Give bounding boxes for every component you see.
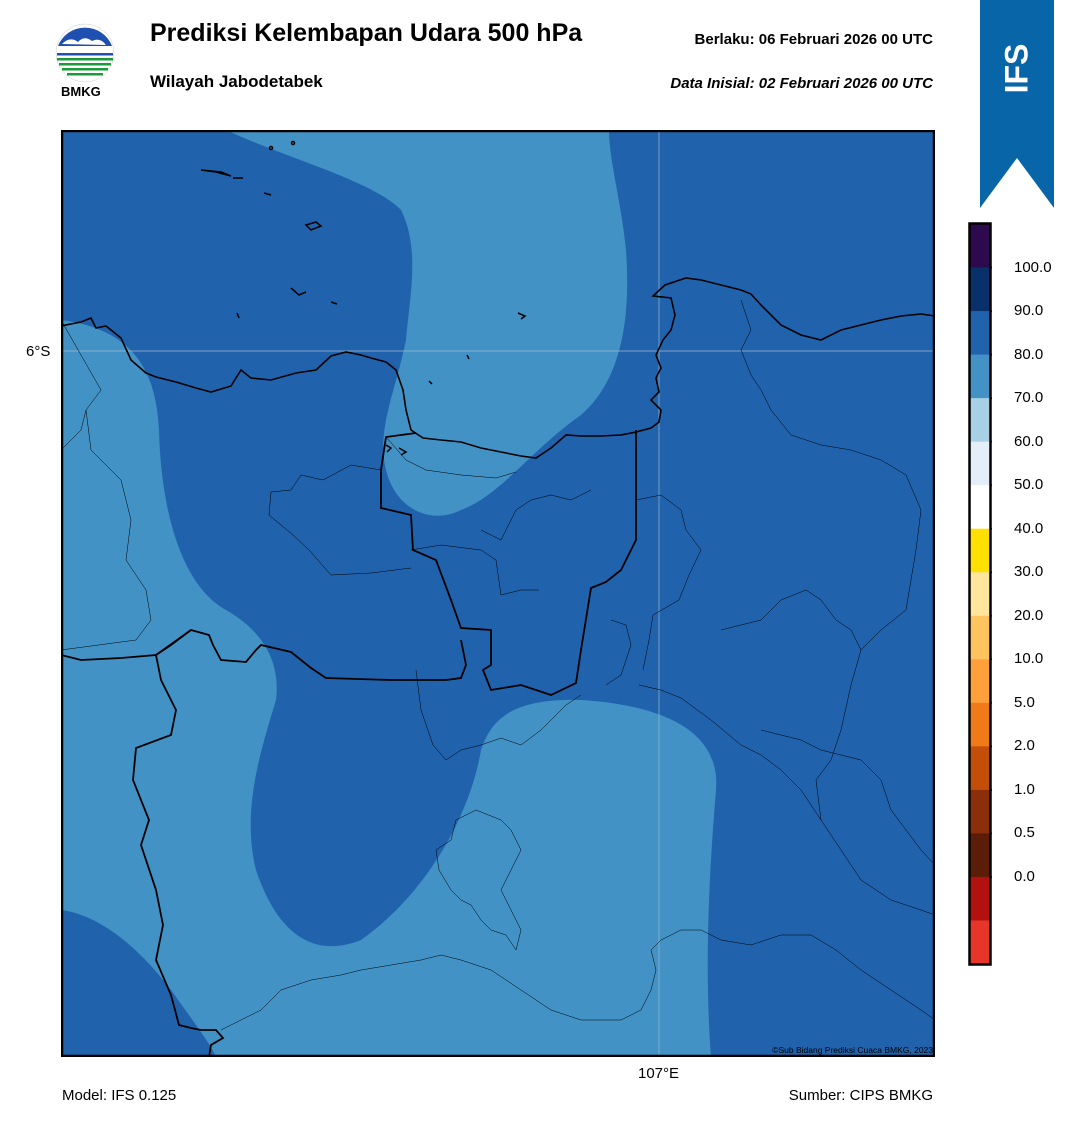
colorbar-tick-label: 5.0 bbox=[1014, 693, 1035, 711]
colorbar-segment bbox=[970, 876, 990, 921]
bmkg-logo-icon bbox=[55, 23, 115, 83]
province-borders bbox=[60, 430, 637, 1058]
colorbar-segment bbox=[970, 485, 990, 530]
bmkg-logo: BMKG bbox=[52, 20, 118, 100]
colorbar-tick-label: 90.0 bbox=[1014, 302, 1044, 320]
humidity-80-90-west-region bbox=[61, 130, 935, 1057]
colorbar-segment bbox=[970, 441, 990, 486]
colorbar-segment bbox=[970, 615, 990, 660]
colorbar-tick-label: 0.0 bbox=[1014, 867, 1035, 885]
colorbar-segment bbox=[970, 833, 990, 878]
page-title: Prediksi Kelembapan Udara 500 hPa bbox=[150, 19, 583, 47]
longitude-label: 107°E bbox=[638, 1065, 680, 1082]
valid-time: Berlaku: 06 Februari 2026 00 UTC bbox=[694, 31, 933, 48]
colorbar-tick-label: 1.0 bbox=[1014, 780, 1035, 798]
colorbar-tick-label: 40.0 bbox=[1014, 519, 1044, 537]
map-frame bbox=[60, 129, 936, 1058]
regency-borders bbox=[60, 299, 936, 1031]
ribbon-label: IFS bbox=[998, 43, 1035, 93]
thousand-islands bbox=[200, 140, 527, 456]
colorbar-tick-label: 60.0 bbox=[1014, 432, 1044, 450]
initial-time: Data Inisial: 02 Februari 2026 00 UTC bbox=[670, 75, 933, 92]
colorbar-segment bbox=[970, 528, 990, 573]
logo-text: BMKG bbox=[61, 84, 101, 99]
colorbar-segment bbox=[970, 398, 990, 443]
model-label: Model: IFS 0.125 bbox=[62, 1087, 177, 1104]
colorbar-segment bbox=[970, 224, 990, 269]
colorbar-segment bbox=[970, 746, 990, 791]
colorbar-tick-label: 10.0 bbox=[1014, 650, 1044, 668]
colorbar-segment bbox=[970, 311, 990, 356]
colorbar-segment bbox=[970, 702, 990, 747]
humidity-map: ©Sub Bidang Prediksi Cuaca BMKG, 2023 bbox=[60, 129, 936, 1058]
colorbar-frame bbox=[968, 222, 992, 966]
java-north-coastline bbox=[60, 277, 936, 459]
colorbar-tick-label: 2.0 bbox=[1014, 737, 1035, 755]
colorbar-tick-label: 100.0 bbox=[1014, 258, 1052, 276]
colorbar-segment bbox=[970, 572, 990, 617]
latitude-label: 6°S bbox=[26, 343, 51, 360]
model-ribbon: IFS bbox=[980, 0, 1054, 210]
colorbar-segment bbox=[970, 920, 990, 965]
humidity-colorbar bbox=[968, 222, 992, 966]
colorbar-tick-label: 50.0 bbox=[1014, 476, 1044, 494]
colorbar-tick-label: 80.0 bbox=[1014, 345, 1044, 363]
colorbar-segment bbox=[970, 659, 990, 704]
colorbar-tick-label: 30.0 bbox=[1014, 563, 1044, 581]
source-label: Sumber: CIPS BMKG bbox=[788, 1087, 933, 1104]
colorbar-tick-label: 0.5 bbox=[1014, 824, 1035, 842]
colorbar-segment bbox=[970, 267, 990, 312]
colorbar-tick-label: 70.0 bbox=[1014, 389, 1044, 407]
colorbar-tick-label: 20.0 bbox=[1014, 606, 1044, 624]
colorbar-segment bbox=[970, 789, 990, 834]
region-subtitle: Wilayah Jabodetabek bbox=[150, 72, 323, 91]
colorbar-segment bbox=[970, 354, 990, 399]
map-copyright: ©Sub Bidang Prediksi Cuaca BMKG, 2023 bbox=[772, 1045, 933, 1055]
